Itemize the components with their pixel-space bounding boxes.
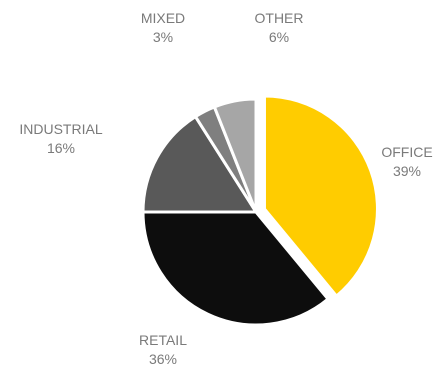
slice-label-other: OTHER [255,10,304,26]
slice-percent-office: 39% [393,163,421,179]
slice-percent-retail: 36% [149,351,177,367]
pie-labels: OFFICE 39% RETAIL 36% INDUSTRIAL 16% MIXED 3% OT… [19,10,432,367]
slice-label-industrial: INDUSTRIAL [19,121,102,137]
pie-slices [141,94,379,327]
slice-percent-industrial: 16% [47,140,75,156]
slice-label-retail: RETAIL [139,332,187,348]
slice-percent-other: 6% [269,29,289,45]
pie-slice-other [212,97,258,214]
pie-slice-retail [141,210,330,327]
slice-label-mixed: MIXED [141,10,185,26]
slice-label-office: OFFICE [381,144,432,160]
pie-slice-industrial [141,115,258,214]
slice-percent-mixed: 3% [153,29,173,45]
pie-slice-office [262,94,379,298]
